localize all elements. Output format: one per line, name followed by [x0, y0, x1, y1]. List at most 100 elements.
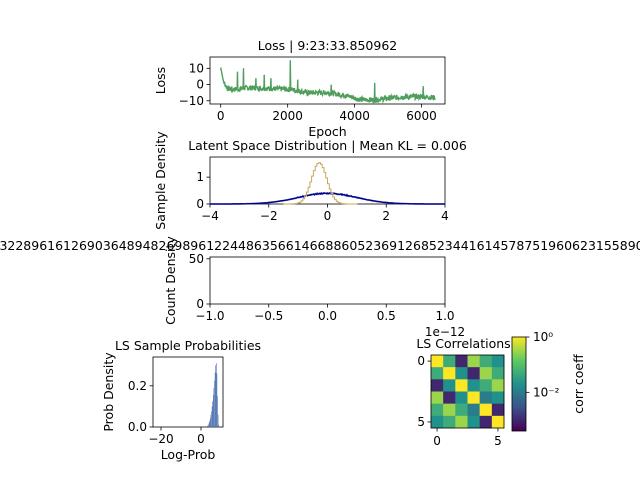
- x-axis-label-0: Epoch: [308, 124, 346, 139]
- prob-bar-15: [216, 363, 217, 427]
- prob-bar-16: [216, 373, 218, 427]
- prob-bar-2: [208, 424, 209, 427]
- heatmap-cell-1-4: [479, 367, 493, 380]
- heatmap-cell-1-5: [491, 367, 505, 380]
- colorbar-tick-label-0: 10⁻²: [533, 385, 560, 399]
- x-tick-label-2-2: 0.0: [318, 309, 337, 323]
- heatmap-cell-3-2: [455, 391, 468, 404]
- prob-bar-4: [209, 420, 210, 427]
- prob-bar-6: [210, 415, 212, 427]
- x-offset-text: 1e−12: [425, 325, 465, 339]
- heatmap-cell-3-4: [479, 391, 493, 404]
- prob-bar-13: [214, 372, 216, 427]
- prior-density-line: [210, 192, 445, 205]
- chart-title-1: Latent Space Distribution | Mean KL = 0.…: [188, 138, 467, 153]
- heatmap-cell-4-2: [455, 403, 468, 417]
- heatmap-cell-1-3: [467, 367, 480, 380]
- heatmap-cell-2-2: [455, 379, 468, 392]
- heatmap-cell-1-1: [443, 367, 456, 380]
- y-tick-label-2-1: 50: [189, 252, 204, 266]
- heatmap-cell-3-1: [443, 391, 456, 404]
- x-tick-label-0-0: 0: [217, 109, 225, 123]
- prob-bar-12: [214, 380, 215, 427]
- heatmap-cell-0-1: [443, 355, 456, 368]
- x-tick-label-2-3: 0.5: [377, 309, 396, 323]
- heatmap-cell-5-4: [479, 415, 493, 429]
- y-tick-label-1-1: 1: [196, 170, 204, 184]
- heatmap-cell-0-2: [455, 355, 468, 368]
- heatmap-cell-5-2: [455, 415, 468, 429]
- axes-frame-0: [209, 56, 446, 105]
- heatmap-cell-5-0: [431, 415, 444, 429]
- prob-bar-14: [215, 365, 216, 427]
- y-axis-label-3: Prob Density: [101, 352, 116, 432]
- y-tick-label-4-0: 0: [417, 354, 425, 368]
- loss-series-line: [220, 60, 436, 105]
- heatmap-cell-5-5: [491, 415, 505, 429]
- prob-bar-10: [213, 395, 214, 427]
- y-tick-label-2-0: 0: [196, 297, 204, 311]
- prob-bar-3: [208, 422, 210, 427]
- x-tick-label-2-4: 1.0: [435, 309, 454, 323]
- heatmap-cell-0-5: [491, 355, 505, 368]
- heatmap-cell-4-4: [479, 403, 493, 417]
- heatmap-cell-4-0: [431, 403, 444, 417]
- y-axis-label-1: Sample Density: [153, 131, 168, 230]
- heatmap-cell-0-4: [479, 355, 493, 368]
- x-tick-label-0-2: 4000: [339, 109, 370, 123]
- y-tick-label-1-0: 0: [196, 197, 204, 211]
- prob-bar-7: [211, 411, 212, 427]
- chart-title-3: LS Sample Probabilities: [115, 338, 261, 353]
- heatmap-cell-2-1: [443, 379, 456, 392]
- y-tick-label-0-0: −10: [179, 94, 204, 108]
- axes-frame-4: [430, 354, 505, 429]
- chart-title-4: LS Correlations: [416, 336, 510, 351]
- x-tick-label-0-3: 6000: [406, 109, 437, 123]
- y-tick-label-0-2: 10: [189, 61, 204, 75]
- prob-bar-8: [211, 406, 213, 427]
- axes-frame-2: [209, 256, 446, 305]
- heatmap-cell-4-3: [467, 403, 480, 417]
- x-tick-label-1-4: 4: [441, 209, 449, 223]
- prob-bar-17: [217, 396, 218, 427]
- heatmap-cell-3-3: [467, 391, 480, 404]
- prob-bar-9: [212, 401, 213, 427]
- chart-title-2: 1.00000409836920322896161269036489482698…: [0, 238, 640, 253]
- y-tick-label-3-0: 0.0: [128, 420, 147, 434]
- heatmap-cell-5-3: [467, 415, 480, 429]
- colorbar-tick-label-1: 10⁰: [533, 330, 553, 344]
- x-tick-label-1-2: 0: [324, 209, 332, 223]
- x-tick-label-1-3: 2: [382, 209, 390, 223]
- x-tick-label-4-1: 5: [494, 434, 502, 448]
- heatmap-cell-2-4: [479, 379, 493, 392]
- heatmap-cell-4-5: [491, 403, 505, 417]
- x-tick-label-2-0: −1.0: [195, 309, 224, 323]
- colorbar: [511, 336, 527, 432]
- heatmap-cell-1-2: [455, 367, 468, 380]
- x-tick-label-3-1: 0: [197, 432, 205, 446]
- x-axis-label-3: Log-Prob: [161, 447, 216, 462]
- prob-bar-18: [217, 414, 219, 427]
- y-tick-label-4-1: 5: [417, 415, 425, 429]
- heatmap-cell-3-0: [431, 391, 444, 404]
- x-tick-label-1-1: −2: [260, 209, 278, 223]
- y-tick-label-0-1: 0: [196, 78, 204, 92]
- peaked-histogram-line: [283, 162, 358, 205]
- x-tick-label-0-1: 2000: [272, 109, 303, 123]
- x-tick-label-3-0: −20: [148, 432, 173, 446]
- prob-bar-0: [207, 426, 208, 427]
- heatmap-cell-4-1: [443, 403, 456, 417]
- heatmap-cell-0-0: [431, 355, 444, 368]
- chart-title-0: Loss | 9:23:33.850962: [258, 38, 397, 53]
- y-axis-label-0: Loss: [153, 67, 168, 94]
- x-tick-label-2-1: −0.5: [254, 309, 283, 323]
- x-tick-label-1-0: −4: [201, 209, 219, 223]
- colorbar-label: corr coeff: [571, 354, 586, 414]
- heatmap-cell-0-3: [467, 355, 480, 368]
- y-axis-label-2: Count Density: [163, 236, 178, 325]
- sample-density-line: [210, 191, 445, 205]
- heatmap-cell-3-5: [491, 391, 505, 404]
- prob-bar-19: [218, 424, 219, 427]
- x-tick-label-4-0: 0: [433, 434, 441, 448]
